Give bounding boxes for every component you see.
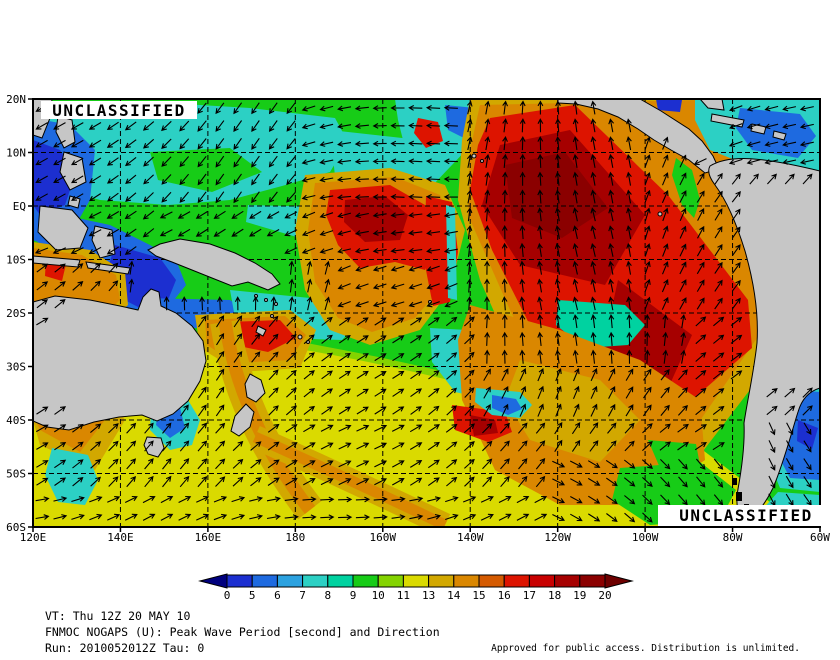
lat-tick-label: 50S bbox=[6, 468, 26, 481]
lon-tick-label: 60W bbox=[810, 531, 830, 544]
period-colorbar bbox=[198, 573, 634, 589]
classification-text-top: UNCLASSIFIED bbox=[52, 101, 186, 120]
colorbar-tick-labels: 0 5 6 7 8 9 10 11 13 14 15 16 17 18 19 20 bbox=[224, 589, 612, 602]
classification-text-bottom: UNCLASSIFIED bbox=[679, 506, 813, 525]
colorbar-tick-label: 7 bbox=[299, 589, 306, 602]
classification-banner-top: UNCLASSIFIED bbox=[41, 101, 197, 120]
lat-tick-label: 10S bbox=[6, 254, 26, 267]
lat-tick-label: 20N bbox=[6, 93, 26, 106]
lon-tick-label: 120E bbox=[20, 531, 47, 544]
lat-tick-label: 40S bbox=[6, 414, 26, 427]
lon-tick-label: 160E bbox=[195, 531, 222, 544]
colorbar-tick-label: 15 bbox=[472, 589, 485, 602]
lon-tick-label: 120W bbox=[544, 531, 571, 544]
lon-tick-label: 180 bbox=[285, 531, 305, 544]
colorbar-tick-label: 20 bbox=[598, 589, 611, 602]
axis-ticks bbox=[28, 98, 821, 532]
colorbar-tick-label: 11 bbox=[397, 589, 410, 602]
lon-tick-label: 100W bbox=[632, 531, 659, 544]
colorbar-tick-label: 13 bbox=[422, 589, 435, 602]
release-statement-text: Approved for public access. Distribution… bbox=[491, 643, 800, 654]
colorbar-tick-label: 17 bbox=[523, 589, 536, 602]
colorbar-tick-label: 8 bbox=[324, 589, 331, 602]
classification-banner-bottom: UNCLASSIFIED bbox=[658, 505, 834, 526]
lon-tick-label: 160W bbox=[370, 531, 397, 544]
lat-tick-label: 30S bbox=[6, 361, 26, 374]
valid-time-text: VT: Thu 12Z 20 MAY 10 bbox=[45, 609, 190, 623]
colorbar-tick-label: 16 bbox=[498, 589, 511, 602]
lat-tick-label: 10N bbox=[6, 147, 26, 160]
colorbar-tick-label: 9 bbox=[350, 589, 357, 602]
run-info-text: Run: 2010052012Z Tau: 0 bbox=[45, 641, 204, 655]
product-title-text: FNMOC NOGAPS (U): Peak Wave Period [seco… bbox=[45, 625, 440, 639]
colorbar-tick-label: 10 bbox=[372, 589, 385, 602]
lon-tick-label: 140W bbox=[457, 531, 484, 544]
colorbar-tick-label: 14 bbox=[447, 589, 461, 602]
lat-tick-label: EQ bbox=[13, 200, 26, 213]
colorbar-tick-label: 0 bbox=[224, 589, 231, 602]
banner-backdrop bbox=[658, 505, 834, 526]
colorbar-tick-label: 19 bbox=[573, 589, 586, 602]
ocean-color-field bbox=[33, 99, 820, 527]
colorbar-tick-label: 6 bbox=[274, 589, 281, 602]
lon-tick-label: 140E bbox=[107, 531, 134, 544]
colorbar-tick-label: 18 bbox=[548, 589, 561, 602]
lon-tick-label: 80W bbox=[723, 531, 743, 544]
lat-tick-label: 60S bbox=[6, 521, 26, 534]
banner-backdrop bbox=[41, 101, 197, 119]
lat-tick-label: 20S bbox=[6, 307, 26, 320]
colorbar-tick-label: 5 bbox=[249, 589, 256, 602]
